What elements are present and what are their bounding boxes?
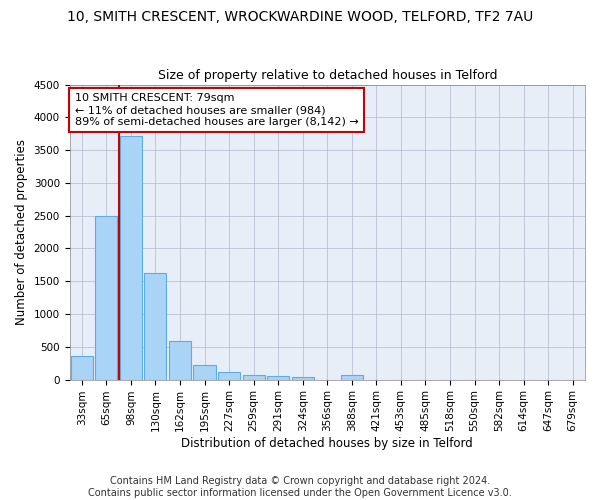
Bar (71, 356, 93, 380)
Bar (242, 375, 265, 380)
Bar (120, 136, 142, 380)
Bar (169, 341, 191, 380)
Text: Contains HM Land Registry data © Crown copyright and database right 2024.
Contai: Contains HM Land Registry data © Crown c… (88, 476, 512, 498)
Bar (292, 377, 314, 380)
Text: 10 SMITH CRESCENT: 79sqm
← 11% of detached houses are smaller (984)
89% of semi-: 10 SMITH CRESCENT: 79sqm ← 11% of detach… (74, 94, 358, 126)
Title: Size of property relative to detached houses in Telford: Size of property relative to detached ho… (158, 69, 497, 82)
Text: 10, SMITH CRESCENT, WROCKWARDINE WOOD, TELFORD, TF2 7AU: 10, SMITH CRESCENT, WROCKWARDINE WOOD, T… (67, 10, 533, 24)
Bar (218, 372, 240, 380)
Bar (341, 375, 363, 380)
Bar (193, 365, 215, 380)
Bar (95, 216, 118, 380)
Y-axis label: Number of detached properties: Number of detached properties (15, 139, 28, 325)
Bar (267, 376, 289, 380)
Bar (145, 272, 166, 380)
X-axis label: Distribution of detached houses by size in Telford: Distribution of detached houses by size … (181, 437, 473, 450)
